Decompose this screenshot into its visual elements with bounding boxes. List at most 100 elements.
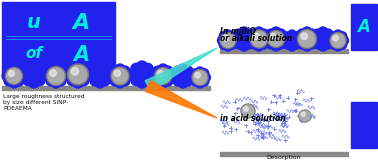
Circle shape — [192, 70, 208, 85]
Circle shape — [151, 71, 161, 81]
Circle shape — [173, 76, 183, 86]
Circle shape — [305, 37, 310, 42]
Circle shape — [297, 39, 307, 49]
Text: Large roughness structured: Large roughness structured — [3, 94, 85, 99]
Circle shape — [67, 63, 78, 74]
Circle shape — [274, 37, 279, 42]
Circle shape — [266, 39, 276, 49]
Text: Desorption: Desorption — [267, 155, 301, 160]
Circle shape — [144, 69, 155, 80]
Circle shape — [309, 34, 319, 44]
Circle shape — [7, 69, 21, 83]
Text: by size different SiNP-: by size different SiNP- — [3, 100, 68, 105]
Bar — [2, 86, 210, 90]
Circle shape — [54, 74, 59, 79]
Circle shape — [239, 41, 249, 51]
Circle shape — [313, 29, 323, 39]
Circle shape — [276, 39, 286, 49]
Circle shape — [333, 35, 338, 41]
Circle shape — [156, 69, 170, 83]
Circle shape — [242, 37, 246, 42]
Circle shape — [50, 70, 56, 77]
Circle shape — [58, 71, 68, 81]
Circle shape — [4, 66, 14, 76]
Circle shape — [299, 110, 311, 122]
Circle shape — [68, 64, 88, 85]
Circle shape — [44, 71, 54, 81]
Circle shape — [338, 32, 347, 41]
Text: in acid solution: in acid solution — [220, 114, 286, 123]
Circle shape — [283, 32, 292, 41]
Circle shape — [293, 36, 302, 45]
Circle shape — [20, 69, 31, 80]
Circle shape — [191, 77, 200, 86]
Circle shape — [69, 66, 87, 83]
Circle shape — [65, 69, 76, 80]
Circle shape — [239, 27, 249, 37]
Circle shape — [78, 75, 89, 86]
Circle shape — [301, 112, 305, 116]
Circle shape — [268, 31, 285, 47]
Circle shape — [191, 69, 200, 78]
Circle shape — [318, 27, 328, 37]
Polygon shape — [145, 48, 217, 91]
Circle shape — [73, 61, 84, 72]
Circle shape — [253, 33, 259, 40]
Circle shape — [228, 40, 237, 49]
Circle shape — [226, 38, 230, 43]
Circle shape — [11, 74, 17, 79]
Circle shape — [95, 64, 105, 74]
Circle shape — [136, 77, 147, 88]
Circle shape — [217, 36, 226, 45]
Circle shape — [46, 76, 56, 86]
Circle shape — [299, 31, 315, 47]
Circle shape — [131, 75, 142, 86]
Circle shape — [261, 34, 271, 44]
Circle shape — [264, 34, 274, 44]
Circle shape — [118, 74, 122, 79]
Circle shape — [178, 64, 188, 74]
Circle shape — [311, 34, 321, 44]
Circle shape — [51, 64, 61, 74]
Circle shape — [271, 41, 281, 51]
Circle shape — [249, 29, 259, 39]
Circle shape — [254, 41, 264, 51]
Circle shape — [31, 72, 37, 77]
Circle shape — [73, 77, 84, 88]
Circle shape — [244, 39, 254, 49]
Circle shape — [48, 68, 64, 84]
Circle shape — [115, 78, 125, 88]
Circle shape — [9, 78, 19, 88]
Bar — [220, 152, 348, 156]
Circle shape — [165, 71, 175, 81]
Circle shape — [243, 106, 248, 111]
Circle shape — [23, 63, 34, 74]
Circle shape — [34, 63, 45, 74]
Circle shape — [56, 76, 66, 86]
Circle shape — [189, 73, 198, 82]
Circle shape — [153, 76, 163, 86]
Circle shape — [318, 41, 328, 51]
Bar — [351, 4, 377, 50]
Circle shape — [115, 64, 125, 74]
Circle shape — [297, 30, 316, 48]
Circle shape — [102, 71, 112, 81]
Circle shape — [269, 32, 283, 46]
Text: In milliQ: In milliQ — [220, 27, 256, 36]
Circle shape — [331, 34, 345, 47]
Circle shape — [195, 72, 200, 78]
Circle shape — [223, 30, 232, 39]
Circle shape — [288, 30, 296, 39]
Circle shape — [278, 34, 288, 44]
Text: of: of — [25, 46, 42, 61]
Text: A: A — [73, 45, 89, 65]
Circle shape — [339, 36, 349, 45]
Text: A: A — [358, 18, 370, 36]
Circle shape — [95, 78, 105, 88]
Circle shape — [8, 71, 14, 76]
Circle shape — [333, 42, 342, 51]
Circle shape — [6, 68, 23, 84]
Circle shape — [302, 41, 312, 51]
Circle shape — [295, 34, 305, 44]
Circle shape — [220, 33, 236, 48]
